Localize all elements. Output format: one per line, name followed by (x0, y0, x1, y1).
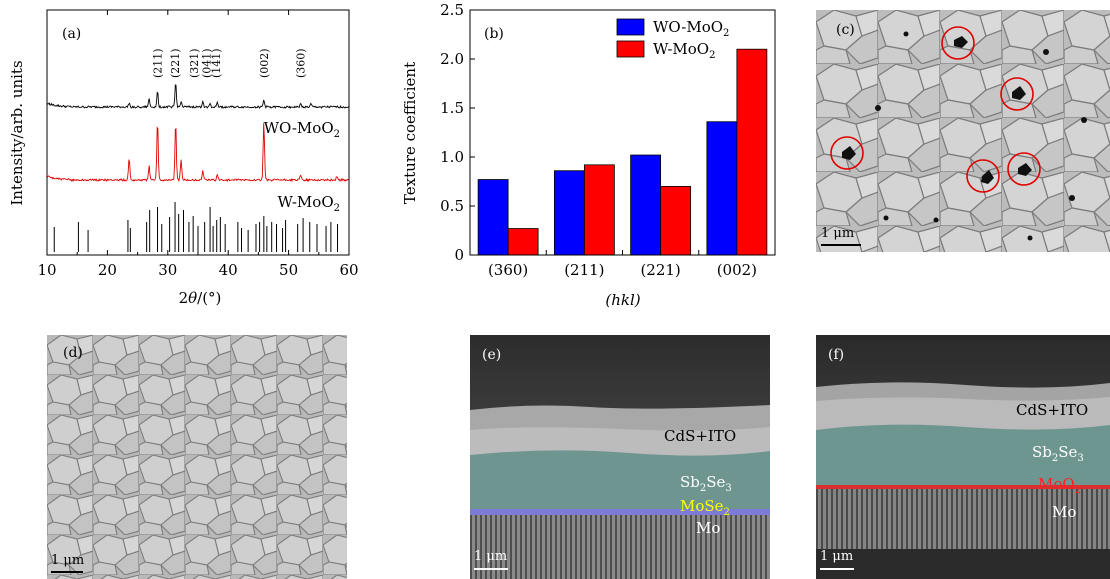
xrd-peak-label: (002) (258, 48, 271, 78)
panel-e-label: (e) (482, 347, 502, 363)
scale-bar-text-c: 1 μm (821, 226, 855, 241)
scale-bar-e (474, 568, 508, 570)
sem-grains-d (47, 335, 347, 579)
xrd-peak-label: (041) (200, 48, 213, 78)
bar-wo-moo2-3 (706, 121, 738, 256)
xrd-x-tick-label: 50 (279, 261, 298, 279)
bar-wo-moo2-0 (477, 179, 509, 256)
scale-bar-c (821, 244, 861, 246)
sample-label-bottom: W-MoO2 (278, 193, 340, 214)
xrd-peak-label: (360) (295, 48, 308, 78)
sem-panel-e: (e) CdS+ITO Sb2Se3 MoSe2 Mo 1 μm (470, 335, 770, 579)
scale-bar-d (51, 571, 83, 573)
sem-panel-d: (d) 1 μm (47, 335, 347, 579)
sem-grains-c (816, 10, 1110, 252)
scale-bar-f (820, 568, 854, 570)
xrd-x-tick-label: 30 (158, 261, 177, 279)
legend-label-w-moo2: W-MoO2 (653, 40, 715, 61)
scale-bar-text-d: 1 μm (51, 553, 85, 568)
bar-w-moo2-1 (583, 164, 615, 256)
bar-y-tick-label: 0.5 (440, 197, 464, 215)
legend-label-wo-moo2: WO-MoO2 (653, 18, 729, 39)
bar-y-tick-label: 1.0 (440, 148, 464, 166)
bar-category-label: (221) (640, 261, 680, 279)
xrd-peak-label: (321) (188, 48, 201, 78)
bar-y-tick-label: 2.0 (440, 50, 464, 68)
sem-panel-c: (c) 1 μm (816, 10, 1110, 252)
legend-swatch-wo-moo2 (616, 18, 645, 36)
void-dots (842, 31, 1087, 241)
panel-d-label: (d) (63, 345, 83, 361)
bar-y-tick-label: 0 (454, 246, 464, 264)
scale-bar-text-e: 1 μm (474, 549, 508, 564)
xrd-peak-label: (211) (152, 48, 165, 78)
xrd-x-tick-label: 20 (98, 261, 117, 279)
xrd-trace-wo-moo2 (46, 84, 349, 110)
layer-label-sb2se3-e: Sb2Se3 (680, 473, 732, 494)
void-highlight-circles (830, 26, 1041, 193)
xrd-x-tick-label: 10 (37, 261, 56, 279)
xrd-x-axis-label: 2θ/(°) (179, 289, 222, 307)
bar-category-label: (002) (717, 261, 757, 279)
layer-label-mo-f: Mo (1052, 503, 1077, 521)
xrd-x-tick-label: 40 (219, 261, 238, 279)
bar-y-tick-label: 1.5 (440, 99, 464, 117)
bar-y-tick-label: 2.5 (440, 1, 464, 19)
legend-swatch-w-moo2 (616, 40, 645, 58)
texture-chart-panel: 0 0.5 1.0 1.5 2.0 2.5 (360) (211) (221) (002) (b… (395, 0, 795, 320)
xrd-trace-w-moo2 (46, 123, 349, 183)
panel-f-label: (f) (828, 347, 845, 363)
bar-x-axis-label: (hkl) (605, 291, 640, 309)
panel-b-label: (b) (484, 26, 504, 42)
xrd-peak-label: (221) (169, 48, 182, 78)
texture-bar-chart: 0 0.5 1.0 1.5 2.0 2.5 (360) (211) (221) (002) (b… (401, 1, 776, 309)
layer-label-sb2se3-f: Sb2Se3 (1032, 443, 1084, 464)
layer-label-mose2: MoSe2 (680, 497, 730, 518)
bar-frame (469, 9, 776, 256)
layer-label-mo-e: Mo (696, 519, 721, 537)
bar-w-moo2-3 (736, 48, 768, 256)
xrd-y-axis-label: Intensity/arb. units (8, 60, 26, 205)
bar-w-moo2-2 (660, 185, 692, 256)
bar-category-label: (360) (488, 261, 528, 279)
panel-c-label: (c) (836, 22, 855, 38)
bar-wo-moo2-1 (553, 170, 585, 256)
cross-section-f (816, 335, 1110, 579)
bar-category-label: (211) (564, 261, 604, 279)
layer-label-cds-ito-f: CdS+ITO (1016, 401, 1089, 419)
layer-label-cds-ito-e: CdS+ITO (664, 427, 737, 445)
bar-wo-moo2-2 (630, 154, 662, 256)
sem-panel-f: (f) CdS+ITO Sb2Se3 MoO2 Mo 1 μm (816, 335, 1110, 579)
xrd-chart: (a) (211) (221) (321) (041)(141) (002) (360) … (8, 9, 359, 307)
xrd-peak-label: (141) (210, 48, 223, 78)
scale-bar-text-f: 1 μm (820, 549, 854, 564)
layer-label-moo2: MoO2 (1038, 475, 1082, 496)
cross-section-e (470, 335, 770, 579)
bar-y-axis-label: Texture coefficient (401, 62, 419, 204)
xrd-x-tick-label: 60 (339, 261, 358, 279)
bar-w-moo2-0 (507, 228, 539, 256)
sample-label-top: WO-MoO2 (264, 119, 340, 140)
xrd-panel: (a) (211) (221) (321) (041) (141) (002) (360) … (0, 0, 360, 320)
panel-a-label: (a) (62, 26, 81, 42)
